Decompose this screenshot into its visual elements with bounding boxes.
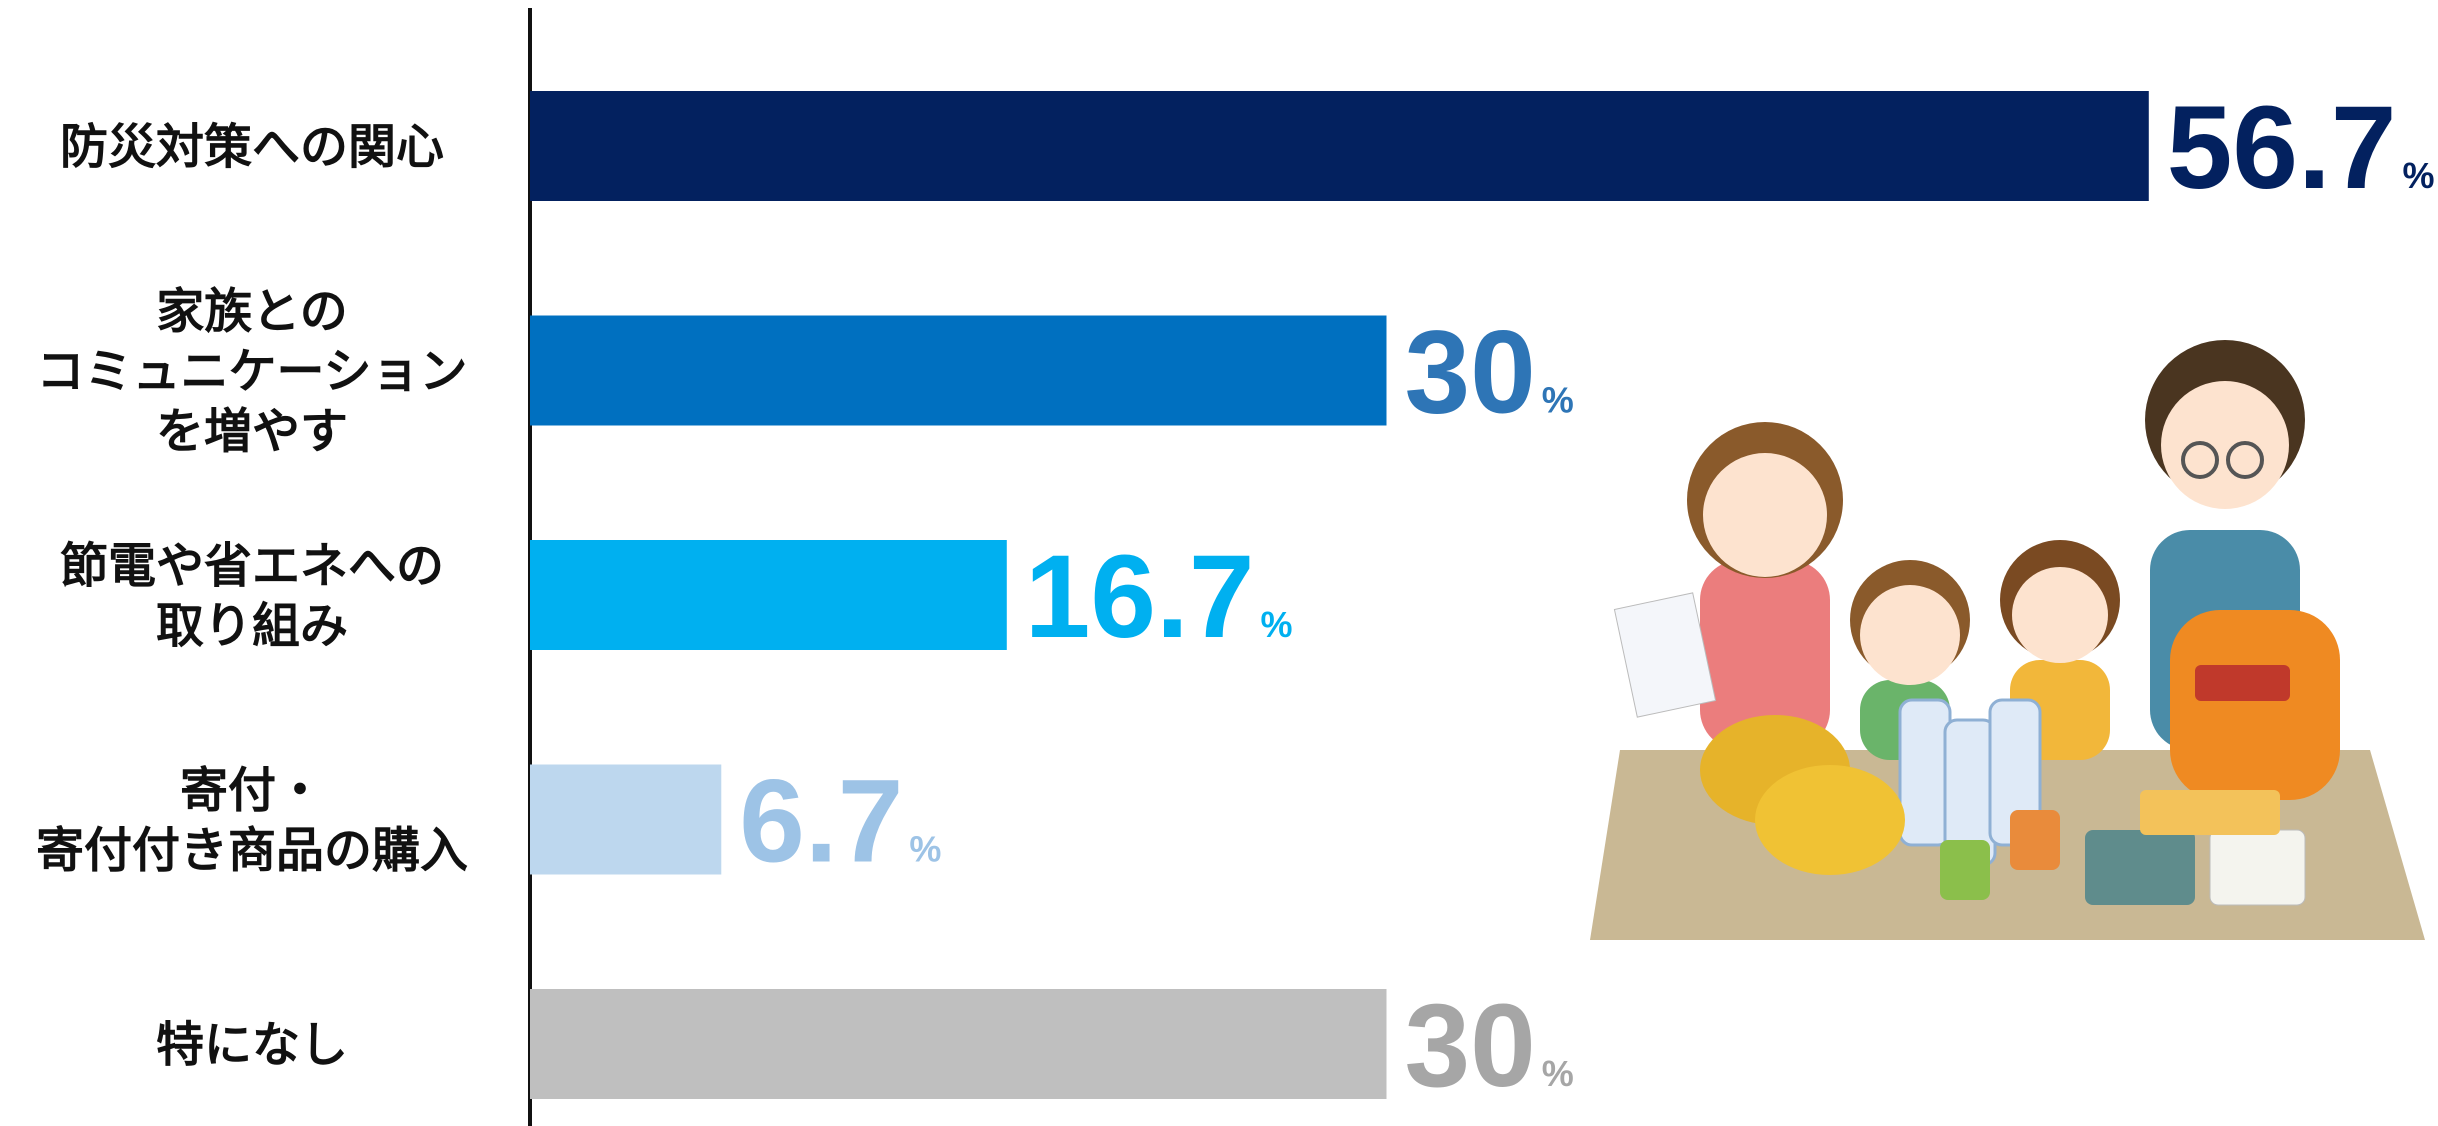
value-label: 30% <box>1405 307 1574 439</box>
value-label: 30% <box>1405 980 1574 1112</box>
category-line: コミュニケーション <box>36 344 467 400</box>
category-line: 防災対策への関心 <box>60 119 444 175</box>
category-label: 特になし <box>156 1017 348 1073</box>
category-label: 節電や省エネへの取り組み <box>60 538 444 654</box>
value-number: 30 <box>1405 980 1536 1112</box>
category-label: 防災対策への関心 <box>60 119 444 175</box>
bar <box>530 315 1387 426</box>
illustration <box>1590 340 2425 940</box>
value-unit: % <box>1542 380 1574 421</box>
value-unit: % <box>2402 155 2434 196</box>
bar <box>530 764 722 875</box>
value-number: 30 <box>1405 307 1536 439</box>
value-number: 16.7 <box>1025 531 1255 663</box>
bar <box>530 989 1387 1099</box>
category-line: 家族との <box>156 284 348 340</box>
category-line: 寄付・ <box>180 763 324 819</box>
category-label: 寄付・寄付付き商品の購入 <box>36 763 468 879</box>
value-unit: % <box>909 829 941 870</box>
category-line: 特になし <box>156 1017 348 1073</box>
value-number: 6.7 <box>739 756 903 888</box>
category-label: 家族とのコミュニケーションを増やす <box>36 284 467 460</box>
category-line: 取り組み <box>156 598 348 654</box>
value-unit: % <box>1542 1053 1574 1094</box>
value-number: 56.7 <box>2167 82 2397 214</box>
value-label: 6.7% <box>739 756 941 888</box>
category-line: 寄付付き商品の購入 <box>36 823 468 879</box>
bar <box>530 540 1007 650</box>
value-label: 16.7% <box>1025 531 1293 663</box>
value-label: 56.7% <box>2167 82 2435 214</box>
category-line: を増やす <box>156 404 348 460</box>
value-unit: % <box>1260 604 1292 645</box>
bar <box>530 91 2149 201</box>
category-line: 節電や省エネへの <box>60 538 444 594</box>
